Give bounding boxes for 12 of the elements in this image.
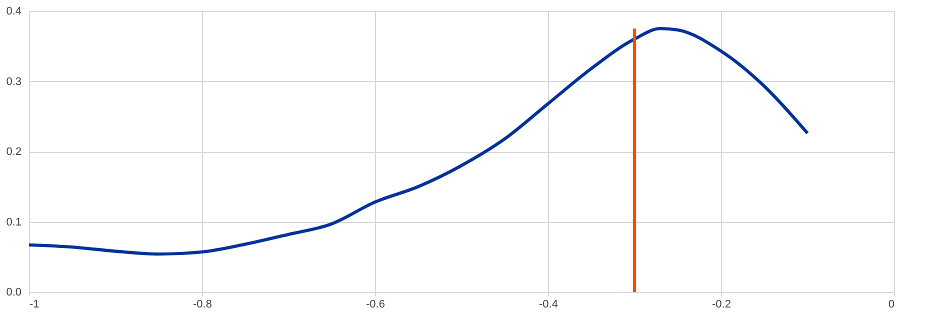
y-tick-label: 0.0 [6,286,22,298]
y-tick-label: 0.1 [6,216,22,228]
x-tick-label: -0.8 [193,298,212,310]
x-tick-label: -1 [30,298,40,310]
y-tick-label: 0.2 [6,146,22,158]
x-tick-label: -0.6 [366,298,385,310]
y-tick-label: 0.4 [6,6,22,18]
y-tick-label: 0.3 [6,76,22,88]
x-tick-label: -0.2 [712,298,731,310]
x-tick-label: -0.4 [539,298,558,310]
x-tick-label: 0 [888,298,894,310]
line-series [27,26,810,256]
